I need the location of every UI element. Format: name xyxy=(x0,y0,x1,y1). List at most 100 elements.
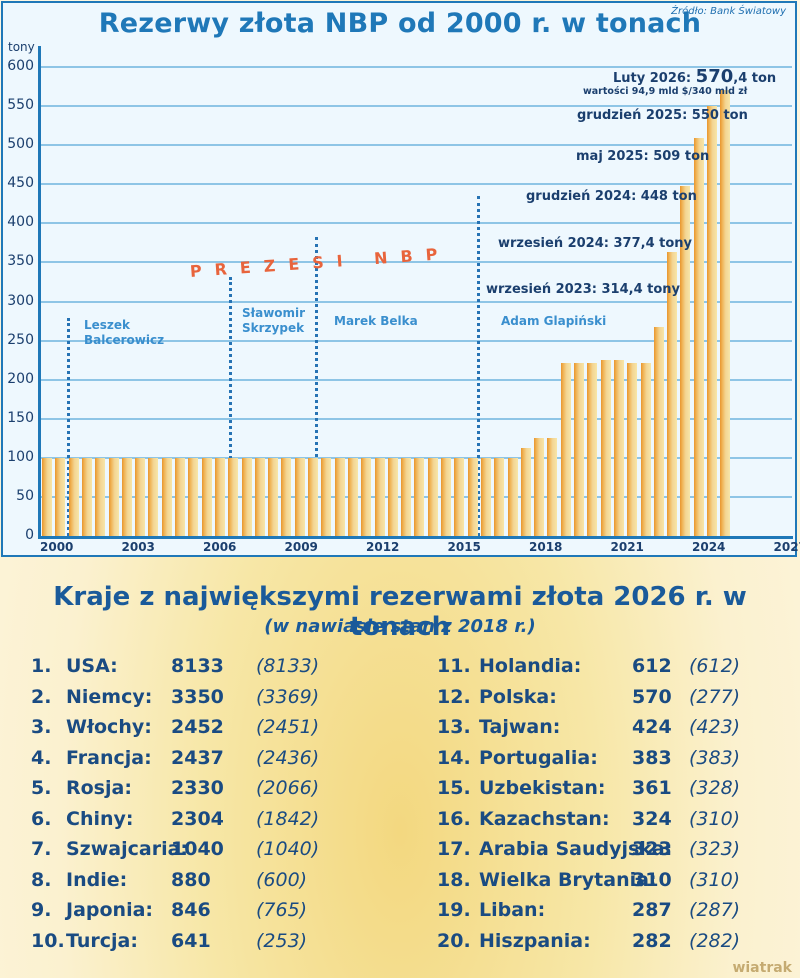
ranking-name: Polska: xyxy=(479,685,557,708)
ranking-rank: 19. xyxy=(437,899,471,921)
ranking-old-value: (600) xyxy=(256,868,308,891)
bar xyxy=(667,252,678,536)
y-tick-label: 600 xyxy=(7,58,34,74)
y-tick-label: 550 xyxy=(7,97,34,114)
gridline xyxy=(40,222,792,225)
ranking-value: 424 xyxy=(632,716,672,738)
ranking-value: 1040 xyxy=(171,838,224,860)
bar xyxy=(175,457,185,536)
ranking-old-value: (328) xyxy=(689,777,741,799)
ranking-name: Wielka Brytania: xyxy=(479,868,657,891)
ranking-rank: 17. xyxy=(437,838,471,860)
watermark-logo: wiatrak xyxy=(732,960,792,976)
annotation-sep-2024: wrzesień 2024: 377,4 tony xyxy=(498,236,693,251)
ranking-old-value: (1842) xyxy=(256,807,320,830)
y-tick-label: 350 xyxy=(7,253,34,270)
x-tick-label: 2006 xyxy=(203,540,237,554)
x-tick-label: 2009 xyxy=(284,540,318,554)
ranking-name: Tajwan: xyxy=(479,716,561,738)
ranking-name: Arabia Saudyjska: xyxy=(479,838,673,860)
ranking-value: 2330 xyxy=(171,777,224,799)
bar xyxy=(228,457,239,536)
bar xyxy=(640,363,651,536)
annotation-sep-2023: wrzesień 2023: 314,4 tony xyxy=(486,282,681,297)
bar xyxy=(627,363,638,536)
x-tick-label: 2024 xyxy=(692,540,726,554)
ranking-name: Szwajcaria: xyxy=(66,838,189,860)
bar xyxy=(214,457,225,536)
ranking-name: Turcja: xyxy=(66,929,138,952)
y-tick-label: 200 xyxy=(7,370,34,387)
chart-panel xyxy=(1,1,797,557)
ranking-value: 846 xyxy=(171,899,211,921)
bar xyxy=(693,138,704,536)
ranking-rank: 10. xyxy=(31,929,65,952)
ranking-old-value: (765) xyxy=(256,899,308,921)
bar xyxy=(321,457,332,536)
ranking-rank: 6. xyxy=(31,807,52,830)
ranking-value: 282 xyxy=(632,929,672,952)
x-tick-label: 2015 xyxy=(447,540,481,554)
bar xyxy=(680,185,691,536)
ranking-rank: 12. xyxy=(437,685,471,708)
gridline xyxy=(40,300,792,303)
bar xyxy=(161,457,172,536)
ranking-old-value: (1040) xyxy=(256,838,320,860)
ranking-old-value: (3369) xyxy=(256,685,320,708)
bar xyxy=(108,457,119,536)
bar xyxy=(188,457,199,536)
ranking-name: Indie: xyxy=(66,868,128,891)
ranking-old-value: (282) xyxy=(689,929,741,952)
ranking-name: Kazachstan: xyxy=(479,807,610,830)
ranking-rank: 18. xyxy=(437,868,471,891)
ranking-name: Niemcy: xyxy=(66,685,153,708)
ranking-value: 2437 xyxy=(171,746,224,769)
bar xyxy=(308,457,318,536)
bar xyxy=(401,457,412,536)
ranking-rank: 7. xyxy=(31,838,52,860)
y-tick-label: 400 xyxy=(7,214,34,231)
y-axis xyxy=(38,46,41,538)
ranking-rank: 8. xyxy=(31,868,52,891)
bar xyxy=(254,457,265,536)
y-tick-label: 300 xyxy=(7,292,34,309)
bar xyxy=(547,437,558,536)
ranking-name: Rosja: xyxy=(66,777,132,799)
annotation-feb-2026-value: wartości 94,9 mld $/340 mld zł xyxy=(583,86,748,97)
bar xyxy=(507,457,518,536)
x-tick-label: 2000 xyxy=(40,540,74,554)
ranking-value: 383 xyxy=(632,746,672,769)
bar xyxy=(494,457,505,536)
bar xyxy=(720,90,731,536)
ranking-old-value: (310) xyxy=(689,868,741,891)
bar xyxy=(42,457,52,536)
bar xyxy=(467,457,478,536)
bar xyxy=(480,457,491,536)
president-divider xyxy=(315,237,318,536)
bar xyxy=(387,457,398,536)
ranking-rank: 15. xyxy=(437,777,471,799)
president-divider xyxy=(477,196,480,536)
ranking-title: Kraje z największymi rezerwami złota 202… xyxy=(53,582,747,642)
ranking-name: Chiny: xyxy=(66,807,134,830)
bar xyxy=(268,457,279,536)
bar xyxy=(454,457,465,536)
bar xyxy=(294,457,305,536)
ranking-rank: 2. xyxy=(31,685,52,708)
gridline xyxy=(40,105,792,108)
bar xyxy=(95,457,106,536)
ranking-name: Hiszpania: xyxy=(479,929,591,952)
bar xyxy=(374,457,385,536)
y-tick-label: 100 xyxy=(7,448,34,465)
ranking-old-value: (8133) xyxy=(256,655,320,677)
ranking-value: 310 xyxy=(632,868,672,891)
y-tick-label: 150 xyxy=(7,409,34,426)
bar xyxy=(414,457,425,536)
gridline xyxy=(40,261,792,264)
y-tick-label: 500 xyxy=(7,136,34,153)
bar xyxy=(653,326,664,536)
y-tick-label: 450 xyxy=(7,175,34,192)
ranking-value: 287 xyxy=(632,899,672,921)
gridline xyxy=(40,378,792,381)
ranking-old-value: (310) xyxy=(689,807,741,830)
